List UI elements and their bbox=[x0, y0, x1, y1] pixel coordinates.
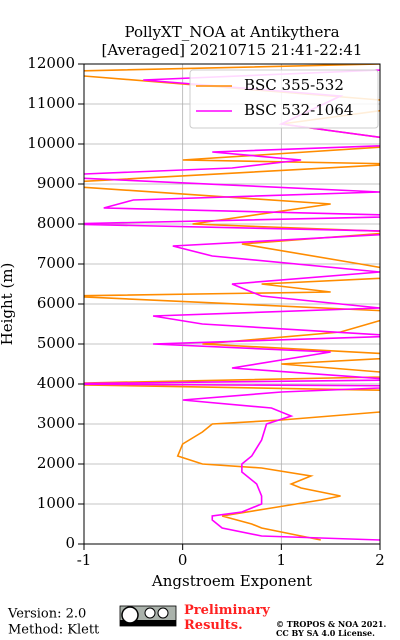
y-tick-label: 11000 bbox=[27, 94, 75, 112]
cc-icon bbox=[119, 605, 177, 627]
y-tick-label: 0 bbox=[65, 534, 75, 552]
preliminary-text: Preliminary bbox=[184, 603, 270, 618]
x-tick-label: 1 bbox=[277, 551, 287, 569]
data-line bbox=[84, 64, 380, 541]
x-tick-label: -1 bbox=[77, 551, 92, 569]
y-tick-label: 4000 bbox=[37, 374, 75, 392]
chart-subtitle: [Averaged] 20210715 21:41-22:41 bbox=[102, 41, 363, 59]
x-tick-label: 0 bbox=[178, 551, 188, 569]
y-axis-label: Height (m) bbox=[0, 263, 16, 346]
legend: BSC 355-532 BSC 532-1064 bbox=[189, 69, 379, 129]
y-tick-label: 7000 bbox=[37, 254, 75, 272]
y-tick-label: 12000 bbox=[27, 54, 75, 72]
x-axis-label: Angstroem Exponent bbox=[151, 572, 312, 590]
y-tick-label: 8000 bbox=[37, 214, 75, 232]
legend-label: BSC 532-1064 bbox=[244, 101, 353, 119]
preliminary-note: Preliminary Results. bbox=[184, 603, 274, 633]
copyright: © TROPOS & NOA 2021. bbox=[276, 619, 386, 629]
y-tick-label: 1000 bbox=[37, 494, 75, 512]
legend-label: BSC 355-532 bbox=[244, 76, 344, 94]
legend-box bbox=[189, 69, 379, 129]
y-tick-label: 5000 bbox=[37, 334, 75, 352]
plot-area bbox=[84, 64, 380, 541]
chart-title: PollyXT_NOA at Antikythera bbox=[124, 23, 339, 41]
license: CC BY SA 4.0 License. bbox=[276, 628, 375, 638]
y-tick-label: 10000 bbox=[27, 134, 75, 152]
y-tick-label: 3000 bbox=[37, 414, 75, 432]
preliminary-text-line2: Results. bbox=[184, 618, 243, 633]
version: Version: 2.0 bbox=[7, 607, 86, 622]
y-tick-label: 9000 bbox=[37, 174, 75, 192]
method: Method: Klett bbox=[8, 623, 100, 638]
x-tick-label: 2 bbox=[375, 551, 385, 569]
y-tick-label: 6000 bbox=[37, 294, 75, 312]
data-line bbox=[84, 69, 380, 541]
y-tick-label: 2000 bbox=[37, 454, 75, 472]
